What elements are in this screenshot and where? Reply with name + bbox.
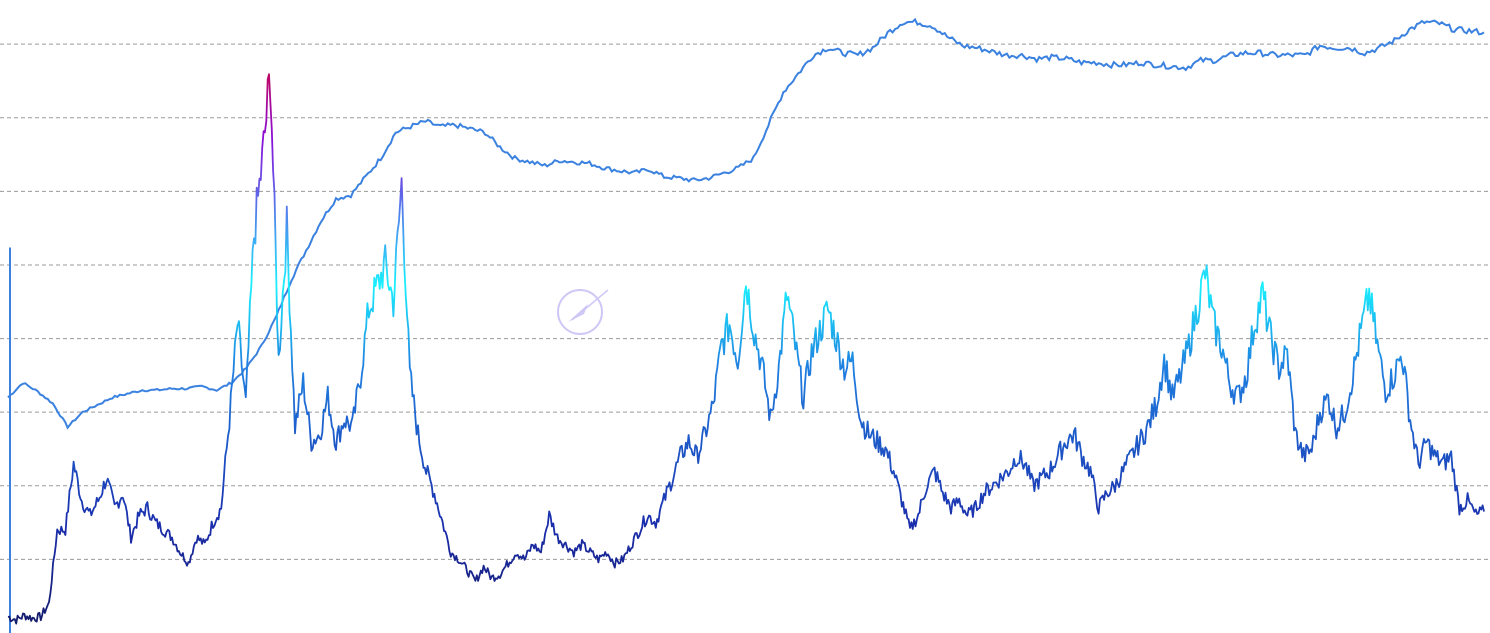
watermark-ring [557, 289, 603, 335]
gauge-logo-icon [568, 304, 588, 322]
value-series [7, 73, 1485, 625]
watermark [557, 289, 609, 335]
reference-series [7, 17, 1485, 633]
watermark-needle [571, 289, 609, 321]
value-series-line [7, 73, 1485, 625]
reference-series-line [7, 17, 1485, 430]
